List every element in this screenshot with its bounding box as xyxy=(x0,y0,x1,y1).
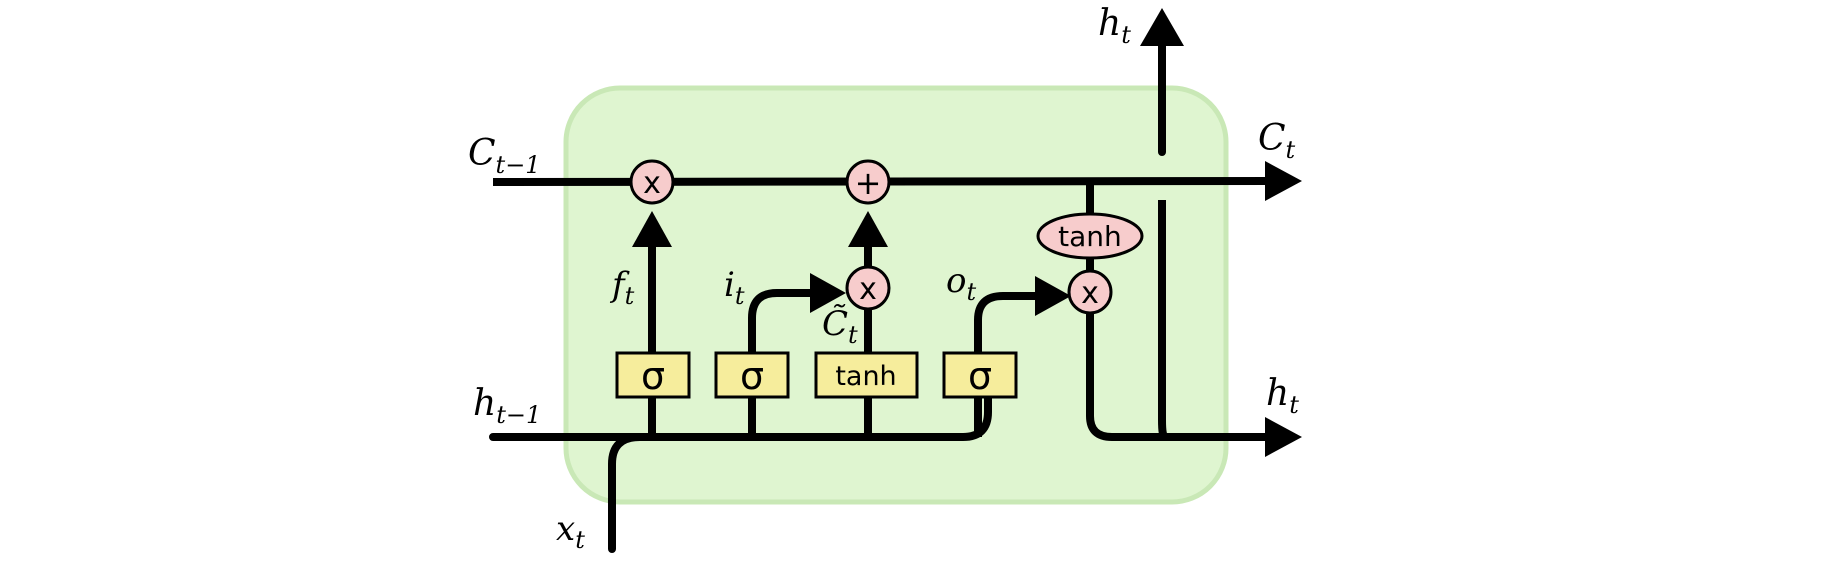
input-multiply-op: x xyxy=(845,265,891,311)
add-op: + xyxy=(845,159,891,205)
forget-multiply-op: x xyxy=(629,159,675,205)
svg-text:x: x xyxy=(859,272,877,307)
output-gate-line xyxy=(974,292,1040,437)
input-sigma-gate: σ xyxy=(714,351,790,399)
label-h-out-right: ht xyxy=(1266,373,1299,419)
svg-text:tanh: tanh xyxy=(1058,220,1122,253)
add-arrowhead xyxy=(848,211,888,247)
input-gate-line xyxy=(748,289,815,437)
label-c-out: Ct xyxy=(1258,118,1296,164)
label-h-prev: ht−1 xyxy=(473,383,541,429)
svg-text:σ: σ xyxy=(641,354,665,398)
x-input-line xyxy=(608,433,644,553)
svg-text:σ: σ xyxy=(968,354,992,398)
output-arrowhead xyxy=(1035,276,1071,316)
cell-tanh-op: tanh xyxy=(1036,212,1144,260)
label-input: it xyxy=(724,265,745,310)
svg-text:x: x xyxy=(643,166,661,201)
output-sigma-gate: σ xyxy=(942,351,1018,399)
hidden-output-arrowhead xyxy=(1265,417,1302,457)
svg-text:+: + xyxy=(855,164,882,202)
label-c-prev: Ct−1 xyxy=(468,133,541,179)
label-candidate: C̃t xyxy=(822,304,858,349)
forget-arrowhead xyxy=(632,211,672,247)
label-h-out-top: ht xyxy=(1098,3,1131,49)
svg-text:σ: σ xyxy=(740,354,764,398)
cell-state-arrowhead xyxy=(1265,161,1302,201)
candidate-tanh-gate: tanh xyxy=(814,351,919,399)
svg-text:tanh: tanh xyxy=(835,361,896,392)
forget-sigma-gate: σ xyxy=(615,351,691,399)
input-arrowhead xyxy=(810,273,846,313)
label-x-input: xt xyxy=(556,509,585,554)
label-output: ot xyxy=(946,261,976,306)
hidden-output-top-arrowhead xyxy=(1140,8,1184,46)
svg-text:x: x xyxy=(1081,276,1099,311)
output-multiply-op: x xyxy=(1067,269,1113,315)
